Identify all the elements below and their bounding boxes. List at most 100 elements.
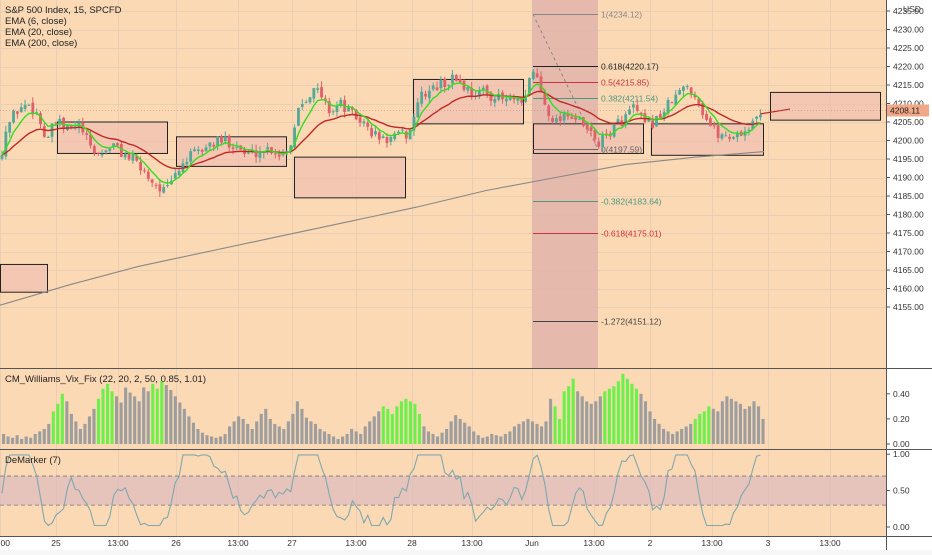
- candle-body-25: [96, 152, 100, 154]
- candle-body-140: [539, 76, 543, 92]
- candle-body-197: [759, 114, 762, 118]
- candle-body-137: [528, 78, 531, 94]
- demarker-indicator-title: DeMarker (7): [5, 455, 61, 466]
- candle-body-113: [435, 87, 439, 90]
- candle-body-163: [628, 109, 631, 115]
- candle-body-29: [112, 143, 116, 147]
- vix-bar-21: [96, 398, 101, 444]
- ema20-line: [1, 90, 761, 170]
- candle-body-33: [127, 153, 131, 160]
- vix-bar-3: [15, 435, 19, 444]
- candle-body-10: [39, 113, 42, 125]
- candle-body-144: [555, 118, 558, 123]
- vix-bar-24: [110, 391, 114, 444]
- candle-body-22: [85, 133, 89, 135]
- candle-body-188: [724, 135, 728, 137]
- candle-body-73: [281, 153, 285, 156]
- candle-body-153: [589, 127, 593, 132]
- candle-body-81: [312, 88, 316, 99]
- vix-bar-58: [264, 408, 268, 444]
- candle-body-26: [100, 153, 104, 156]
- vix-bar-121: [549, 398, 553, 444]
- vix-bar-157: [711, 408, 715, 444]
- time-tick-label-12: 13:00: [701, 538, 723, 548]
- candle-body-156: [601, 135, 604, 148]
- candle-body-80: [308, 97, 312, 103]
- candle-body-119: [458, 79, 462, 83]
- price-pane[interactable]: [0, 0, 886, 368]
- candle-body-169: [651, 120, 655, 129]
- candle-body-59: [227, 135, 231, 148]
- legend-ema6: EMA (6, close): [5, 16, 67, 27]
- vix-bar-80: [363, 426, 367, 444]
- vix-bar-166: [752, 401, 756, 444]
- candle-body-76: [293, 127, 296, 148]
- candle-body-168: [647, 118, 651, 122]
- vix-bar-86: [390, 413, 394, 444]
- vix-tick-label-0: 0.00: [893, 439, 910, 449]
- vix-bar-118: [535, 423, 539, 444]
- vix-bar-161: [729, 398, 733, 444]
- vix-indicator-title: CM_Williams_Vix_Fix (22, 20, 2, 50, 0.85…: [5, 374, 206, 385]
- vix-bar-69: [313, 423, 318, 444]
- vix-bar-154: [698, 413, 702, 444]
- candle-body-90: [347, 107, 350, 112]
- time-tick-label-13: 3: [766, 538, 771, 548]
- vix-bar-52: [237, 416, 241, 444]
- vix-bar-35: [160, 381, 164, 444]
- vix-bar-48: [218, 436, 223, 444]
- candle-body-115: [443, 78, 447, 87]
- candle-body-124: [478, 90, 481, 97]
- vix-bar-152: [689, 423, 693, 444]
- vix-bar-2: [11, 437, 15, 444]
- demarker-tick-label-2: 1.00: [893, 449, 910, 459]
- vix-bar-23: [105, 383, 110, 444]
- candle-body-39: [150, 179, 154, 183]
- vix-bar-5: [24, 436, 28, 444]
- candle-body-58: [223, 136, 227, 142]
- time-tick-label-5: 27: [287, 538, 297, 548]
- vix-bar-73: [332, 436, 336, 444]
- fib-label-4: 0(4197.59): [601, 145, 642, 155]
- candle-body-131: [504, 98, 508, 102]
- candle-body-79: [304, 101, 308, 103]
- vix-bar-148: [671, 433, 675, 444]
- candle-body-16: [62, 117, 65, 129]
- candle-body-185: [712, 125, 716, 127]
- vix-bar-95: [431, 433, 435, 444]
- vix-bar-140: [634, 388, 639, 444]
- vix-bar-43: [196, 428, 200, 444]
- candle-body-27: [104, 150, 108, 152]
- candle-body-31: [119, 144, 123, 157]
- candle-body-179: [689, 87, 693, 95]
- fib-label-2: 0.5(4215.85): [601, 78, 649, 88]
- price-tick-label-13: 4220.00: [893, 62, 924, 72]
- candle-body-91: [350, 107, 354, 110]
- vix-bar-134: [607, 388, 611, 444]
- vix-bar-20: [92, 408, 96, 444]
- vix-bar-84: [381, 406, 385, 444]
- candle-body-134: [516, 98, 520, 101]
- candle-body-108: [416, 102, 420, 118]
- candle-body-49: [189, 151, 193, 162]
- demarker-tick-label-0: 0.00: [893, 522, 910, 532]
- price-tick-label-16: 4235.00: [893, 6, 924, 16]
- vix-bar-94: [426, 431, 431, 444]
- vix-bar-27: [124, 387, 128, 444]
- price-tick-label-9: 4200.00: [893, 136, 924, 146]
- candle-body-34: [131, 154, 135, 161]
- last-price-label: 4208.11: [890, 105, 920, 115]
- candle-body-38: [146, 171, 150, 179]
- candle-body-182: [701, 103, 705, 116]
- vix-bar-12: [56, 403, 60, 444]
- vix-bar-129: [585, 401, 589, 444]
- candle-body-177: [682, 86, 685, 91]
- ema20-projection: [760, 108, 791, 115]
- vix-bar-120: [544, 421, 548, 444]
- vix-bar-107: [485, 436, 489, 444]
- candle-body-183: [705, 113, 708, 120]
- candle-body-155: [597, 141, 601, 147]
- vix-bar-142: [643, 401, 648, 444]
